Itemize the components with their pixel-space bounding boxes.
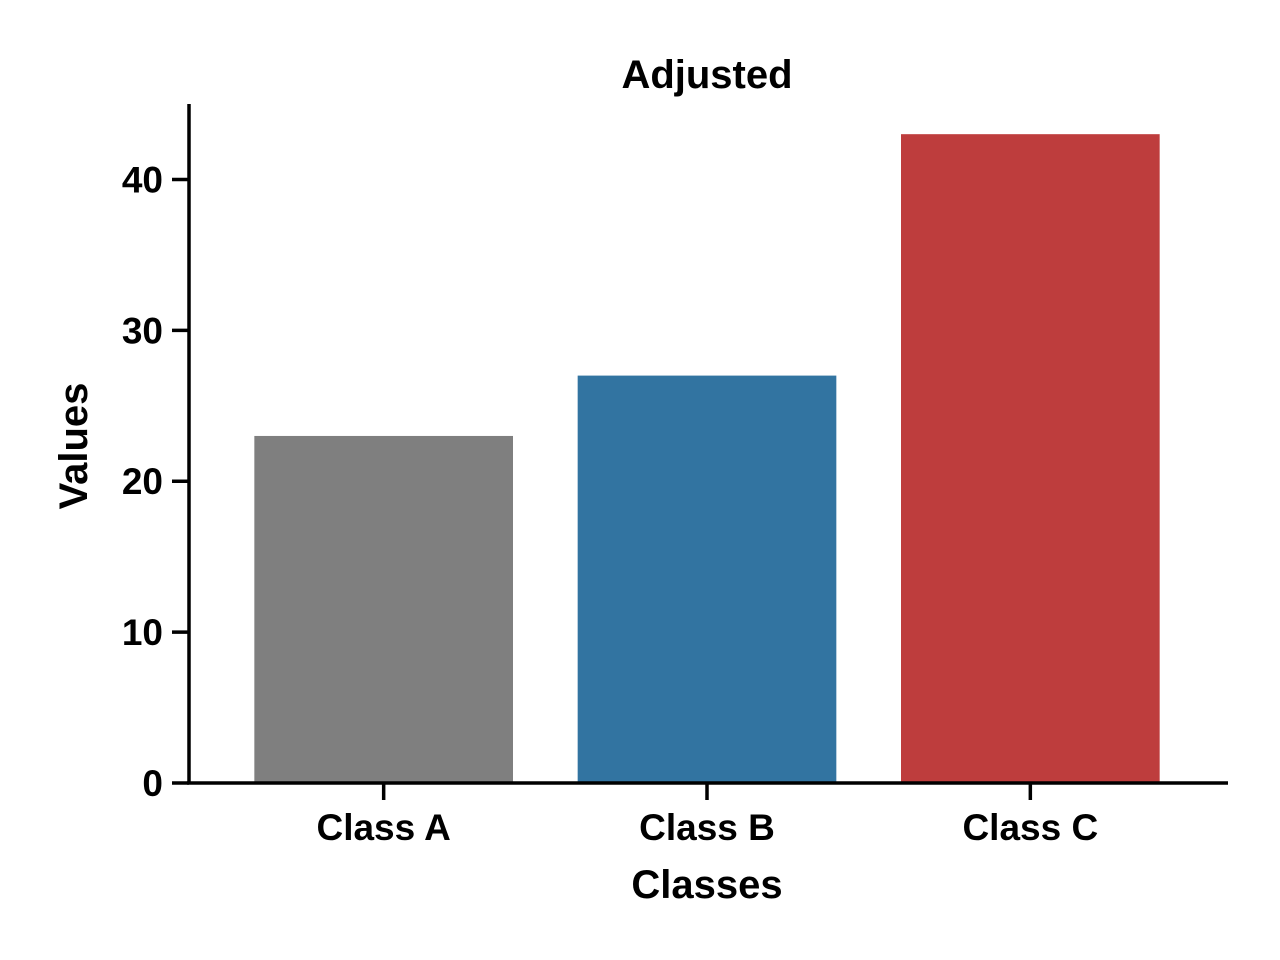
chart-title: Adjusted bbox=[621, 53, 792, 97]
bars-group bbox=[254, 134, 1160, 783]
y-tick-label: 30 bbox=[122, 310, 163, 351]
y-axis-label: Values bbox=[52, 383, 96, 510]
x-axis-label: Classes bbox=[631, 863, 782, 907]
y-axis-ticks: 0 10 20 30 40 bbox=[122, 159, 189, 804]
x-tick-label: Class B bbox=[639, 807, 775, 848]
x-axis-ticks: Class A Class B Class C bbox=[316, 783, 1098, 848]
y-tick-label: 0 bbox=[142, 763, 163, 804]
bar-class-b bbox=[577, 375, 837, 783]
y-tick-label: 20 bbox=[122, 461, 163, 502]
x-tick-label: Class A bbox=[316, 807, 450, 848]
bar-class-c bbox=[901, 134, 1160, 783]
y-tick-label: 10 bbox=[122, 612, 163, 653]
x-tick-label: Class C bbox=[962, 807, 1098, 848]
y-tick-label: 40 bbox=[122, 159, 163, 200]
bar-class-a bbox=[254, 435, 514, 783]
